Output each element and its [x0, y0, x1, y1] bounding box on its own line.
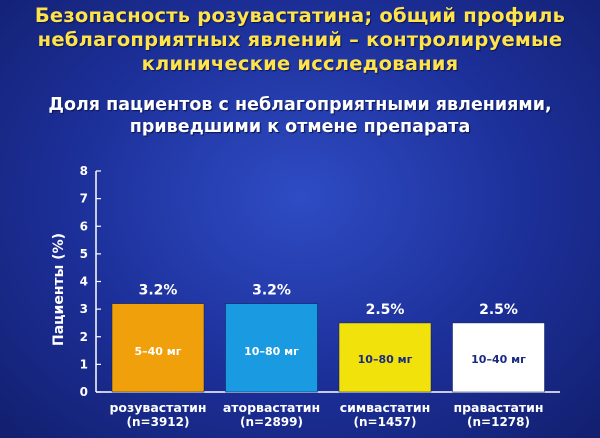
bar-value-label: 2.5% [479, 302, 518, 318]
bar-dose-label: 5–40 мг [134, 345, 181, 358]
x-sample-size-label: (n=3912) [127, 415, 190, 429]
y-tick-label: 4 [80, 275, 88, 289]
bar [111, 303, 205, 393]
title-line: неблагоприятных явлений – контролируемые [37, 28, 563, 51]
bar-dose-label: 10–80 мг [244, 345, 299, 358]
y-tick-label: 2 [80, 330, 88, 344]
x-sample-size-label: (n=1278) [467, 415, 530, 429]
subtitle-line: Доля пациентов с неблагоприятными явлени… [48, 95, 552, 115]
title-line: клинические исследования [141, 52, 459, 75]
subtitle-line: приведшими к отмене препарата [129, 117, 471, 137]
x-category-label: правастатин [453, 400, 543, 415]
y-tick-label: 7 [80, 192, 88, 206]
y-axis-label: Пациенты (%) [51, 233, 67, 346]
y-tick-label: 0 [80, 385, 88, 399]
y-tick-label: 8 [80, 164, 88, 178]
y-tick-label: 3 [80, 302, 88, 316]
bar [338, 322, 432, 393]
x-sample-size-label: (n=2899) [240, 415, 303, 429]
title-line: Безопасность розувастатина; общий профил… [34, 4, 566, 27]
chart-subtitle: Доля пациентов с неблагоприятными явлени… [0, 94, 600, 138]
y-tick-label: 1 [80, 357, 88, 371]
y-tick-label: 5 [80, 247, 88, 261]
y-tick-label: 6 [80, 219, 88, 233]
bar-dose-label: 10–40 мг [471, 353, 526, 366]
bar [452, 322, 545, 393]
chart-title: Безопасность розувастатина; общий профил… [0, 4, 600, 76]
bar-value-label: 3.2% [139, 283, 178, 299]
bar [225, 303, 318, 393]
x-sample-size-label: (n=1457) [354, 415, 417, 429]
bar-value-label: 2.5% [366, 302, 405, 318]
bar-value-label: 3.2% [252, 283, 291, 299]
bar-dose-label: 10–80 мг [358, 353, 413, 366]
x-category-label: аторвастатин [223, 400, 320, 415]
x-category-label: розувастатин [109, 400, 206, 415]
x-category-label: симвастатин [340, 400, 430, 415]
